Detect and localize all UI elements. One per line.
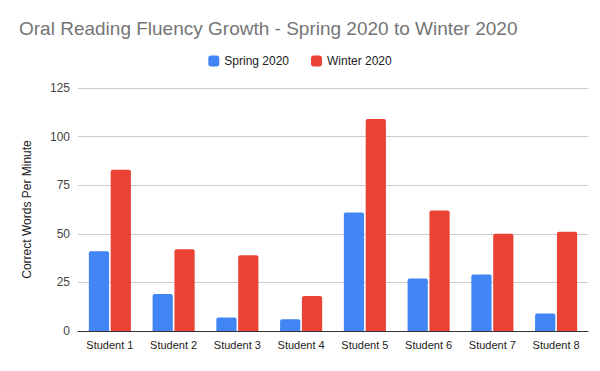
svg-text:Student 4: Student 4 [278, 339, 325, 351]
svg-text:Oral Reading Fluency Growth -: Oral Reading Fluency Growth - Spring 202… [19, 18, 517, 39]
svg-text:Student 5: Student 5 [341, 339, 388, 351]
svg-text:Student 2: Student 2 [150, 339, 197, 351]
svg-text:50: 50 [57, 227, 71, 241]
svg-text:Student 6: Student 6 [405, 339, 452, 351]
svg-text:75: 75 [57, 178, 71, 192]
svg-text:100: 100 [50, 130, 70, 144]
svg-text:Winter 2020: Winter 2020 [327, 54, 392, 68]
svg-text:Student 1: Student 1 [86, 339, 133, 351]
svg-text:125: 125 [50, 81, 70, 95]
svg-text:Student 8: Student 8 [533, 339, 580, 351]
svg-text:0: 0 [63, 324, 70, 338]
svg-text:Student 7: Student 7 [469, 339, 516, 351]
svg-text:25: 25 [57, 275, 71, 289]
svg-text:Correct Words Per Minute: Correct Words Per Minute [20, 140, 34, 279]
svg-text:Student 3: Student 3 [214, 339, 261, 351]
svg-text:Spring 2020: Spring 2020 [224, 54, 289, 68]
